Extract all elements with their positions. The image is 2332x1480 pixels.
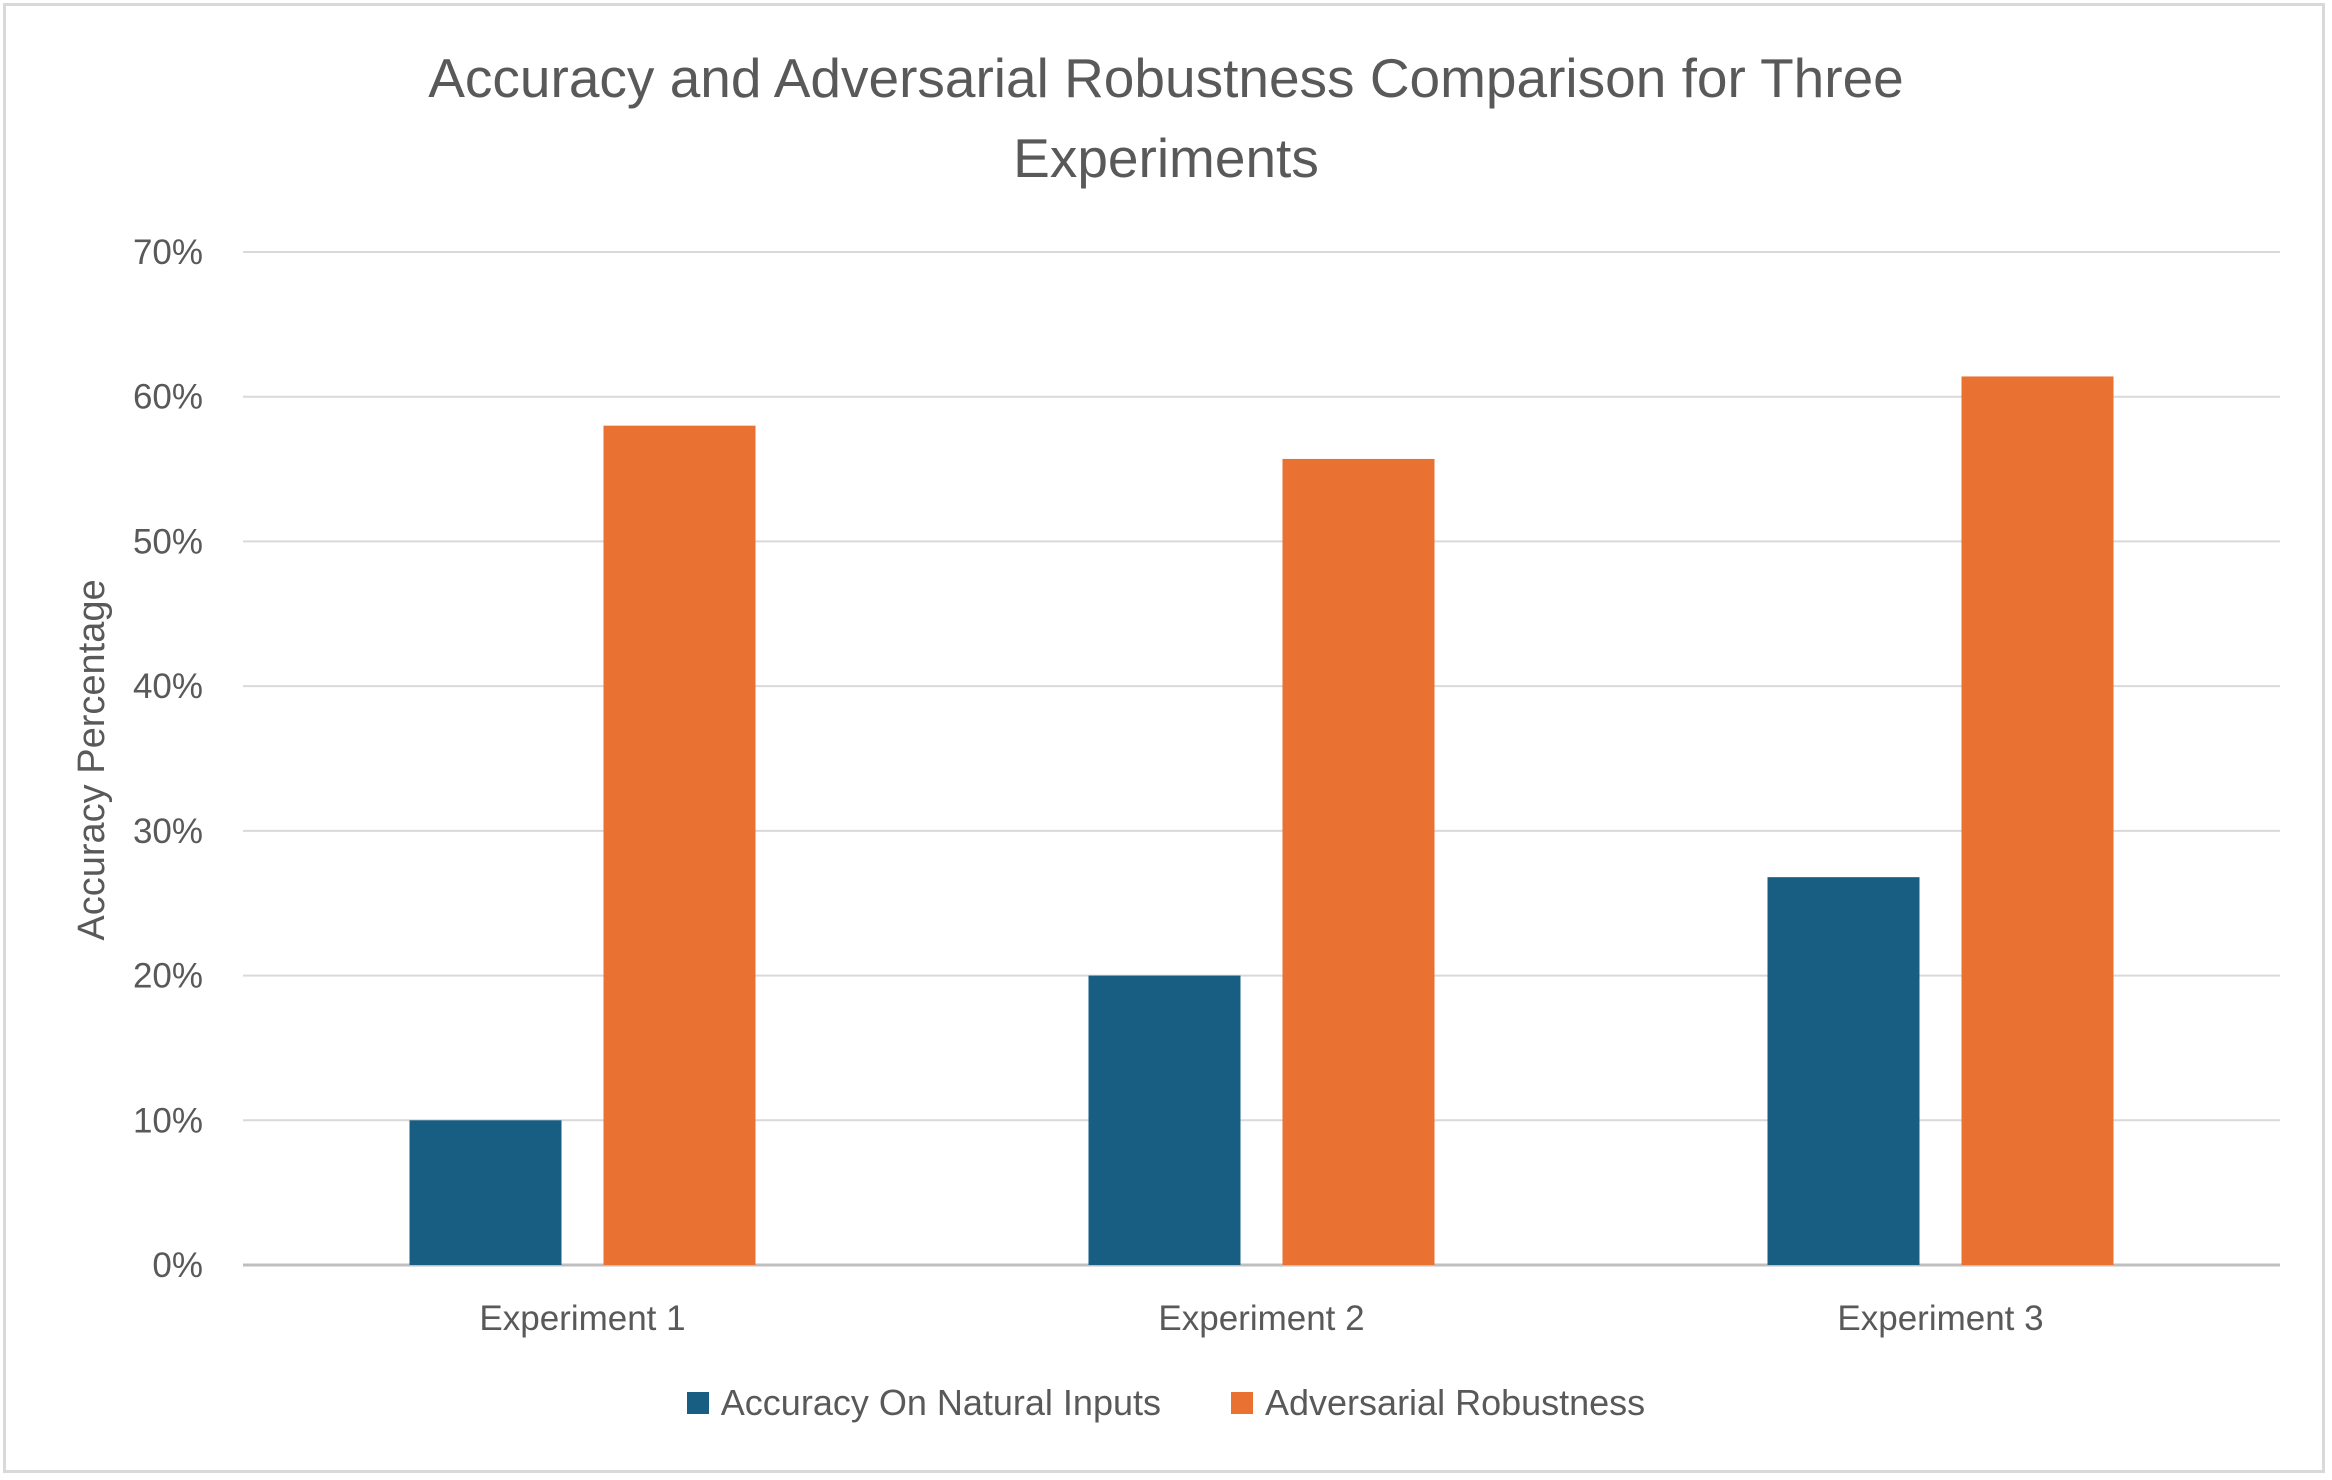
legend-item-adversarial-robustness: Adversarial Robustness [1231, 1382, 1645, 1424]
bar-natural-accuracy [1767, 877, 1920, 1265]
y-tick-label: 40% [133, 667, 203, 706]
y-tick-label: 30% [133, 812, 203, 851]
bar-adversarial-robustness [603, 425, 756, 1266]
x-tick-label: Experiment 2 [1158, 1299, 1364, 1338]
y-tick-label: 20% [133, 957, 203, 996]
bar-adversarial-robustness [1961, 376, 2114, 1265]
x-tick-label: Experiment 3 [1837, 1299, 2043, 1338]
bar-natural-accuracy [409, 1120, 562, 1265]
bar-adversarial-robustness [1282, 458, 1435, 1266]
y-tick-label: 10% [133, 1101, 203, 1140]
y-tick-label: 60% [133, 378, 203, 417]
y-tick-label: 50% [133, 522, 203, 561]
legend-swatch-adversarial-robustness [1231, 1392, 1253, 1414]
y-tick-label: 70% [133, 233, 203, 272]
y-tick-label: 0% [152, 1246, 203, 1285]
legend-swatch-natural-accuracy [686, 1392, 709, 1414]
legend-label-natural-accuracy: Accuracy On Natural Inputs [720, 1382, 1161, 1423]
legend: Accuracy On Natural Inputs Adversarial R… [0, 1382, 2332, 1424]
legend-label-adversarial-robustness: Adversarial Robustness [1265, 1382, 1646, 1423]
chart-title: Accuracy and Adversarial Robustness Comp… [428, 47, 1904, 189]
x-tick-label: Experiment 1 [479, 1299, 685, 1338]
bar-natural-accuracy [1088, 975, 1241, 1265]
legend-item-natural-accuracy: Accuracy On Natural Inputs [686, 1382, 1161, 1424]
